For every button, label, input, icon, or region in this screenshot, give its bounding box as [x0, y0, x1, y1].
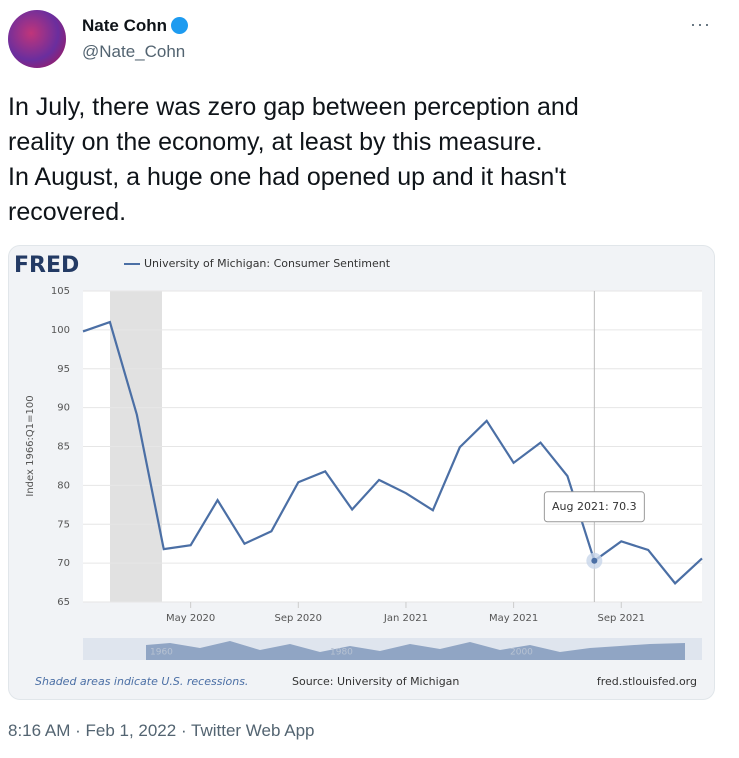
verified-badge — [171, 17, 188, 34]
navigator-series — [146, 641, 685, 660]
navigator-label: 1980 — [330, 648, 353, 658]
tooltip: Aug 2021: 70.3 — [552, 500, 637, 513]
source: Source: University of Michigan — [292, 675, 459, 688]
y-tick-label: 75 — [57, 519, 70, 530]
y-tick-label: 70 — [57, 558, 70, 569]
author-name-text[interactable]: Nate Cohn — [82, 16, 167, 35]
x-tick-label: Sep 2021 — [598, 613, 645, 624]
text-line: reality on the economy, at least by this… — [8, 128, 543, 156]
x-tick-label: May 2021 — [489, 613, 538, 624]
navigator-label: 2000 — [510, 648, 533, 658]
x-tick-label: May 2020 — [166, 613, 215, 624]
y-tick-label: 90 — [57, 403, 70, 414]
y-tick-label: 85 — [57, 442, 70, 453]
navigator-label: 1960 — [150, 648, 173, 658]
x-tick-label: Jan 2021 — [383, 613, 428, 624]
site-link[interactable]: fred.stlouisfed.org — [597, 675, 697, 688]
text-line: In July, there was zero gap between perc… — [8, 93, 579, 121]
text-line: In August, a huge one had opened up and … — [8, 163, 567, 191]
y-axis-label: Index 1966:Q1=100 — [25, 395, 36, 496]
y-tick-label: 100 — [51, 325, 70, 336]
y-tick-label: 105 — [51, 286, 70, 297]
more-button[interactable]: ··· — [690, 14, 711, 34]
text-line: recovered. — [8, 198, 127, 226]
y-tick-label: 65 — [57, 597, 70, 608]
tweet-footer: 8:16 AM · Feb 1, 2022 · Twitter Web App — [8, 721, 315, 740]
author-name[interactable]: Nate Cohn — [82, 16, 188, 36]
y-tick-label: 80 — [57, 480, 70, 491]
y-tick-label: 95 — [57, 364, 70, 375]
fred-logo: FRED — [14, 253, 79, 278]
tweet-text: In July, there was zero gap between perc… — [8, 90, 579, 230]
x-tick-label: Sep 2020 — [275, 613, 322, 624]
highlight-dot — [591, 557, 598, 564]
legend-label: University of Michigan: Consumer Sentime… — [144, 257, 391, 270]
tooltip-box — [543, 491, 645, 523]
author-handle[interactable]: @Nate_Cohn — [82, 42, 186, 61]
avatar[interactable] — [8, 10, 66, 68]
recession-note: Shaded areas indicate U.S. recessions. — [35, 675, 248, 688]
chart: FRED University of Michigan: Consumer Se… — [14, 253, 703, 688]
